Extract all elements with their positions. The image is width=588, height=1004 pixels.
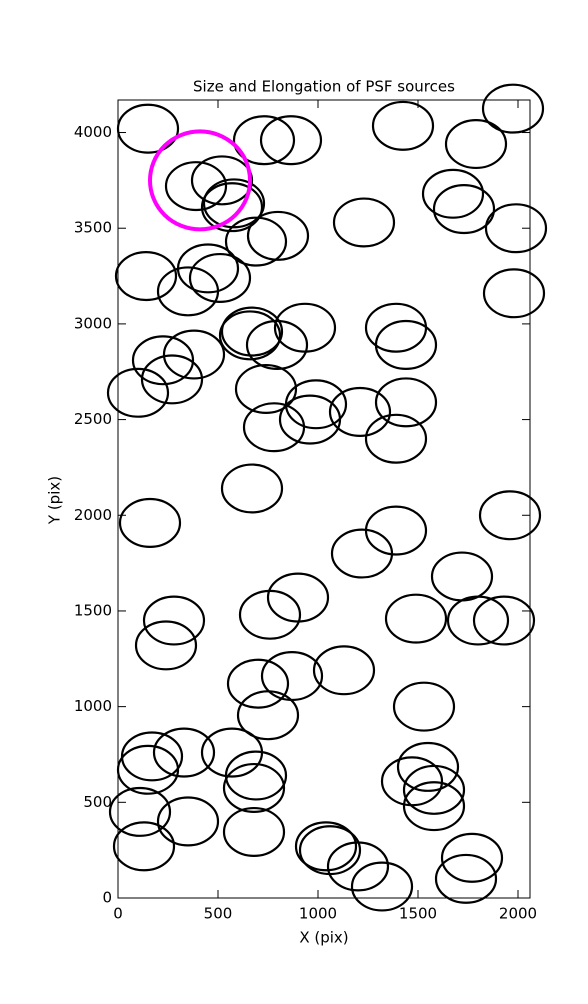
y-tick-label: 3500 — [74, 219, 112, 237]
psf-source — [202, 178, 266, 229]
psf-source — [259, 115, 323, 166]
x-tick-label: 1500 — [399, 905, 437, 923]
psf-source — [278, 394, 342, 445]
psf-source — [326, 841, 390, 892]
psf-source — [226, 658, 290, 709]
psf-source — [364, 413, 428, 464]
psf-source — [220, 463, 284, 514]
psf-source — [106, 367, 170, 418]
x-tick-label: 2000 — [499, 905, 537, 923]
psf-source — [402, 764, 466, 815]
psf-source — [396, 741, 460, 792]
psf-source — [478, 490, 542, 541]
psf-source — [392, 681, 456, 732]
x-tick-label: 500 — [204, 905, 233, 923]
psf-source — [188, 252, 252, 303]
psf-source — [164, 161, 228, 212]
psf-source — [481, 83, 545, 134]
psf-source — [432, 184, 496, 235]
psf-source — [142, 595, 206, 646]
psf-source — [482, 268, 546, 319]
y-tick-label: 1500 — [74, 601, 112, 619]
psf-source — [273, 302, 337, 353]
psf-source — [238, 589, 302, 640]
y-tick-label: 500 — [83, 793, 112, 811]
psf-source — [294, 821, 358, 872]
psf-source — [384, 593, 448, 644]
y-tick-label: 2000 — [74, 506, 112, 524]
psf-source — [242, 402, 306, 453]
x-axis-label: X (pix) — [299, 929, 348, 947]
y-axis-label: Y (pix) — [46, 476, 64, 525]
y-tick-label: 1000 — [74, 697, 112, 715]
psf-source — [224, 750, 288, 801]
psf-source — [140, 354, 204, 405]
psf-source — [260, 650, 324, 702]
psf-source — [350, 861, 414, 912]
psf-source — [131, 335, 195, 386]
plot-frame — [117, 99, 531, 899]
chart-title: Size and Elongation of PSF sources — [193, 78, 455, 96]
psf-source — [108, 786, 172, 837]
psf-source — [232, 115, 296, 166]
x-tick-label: 1000 — [299, 905, 337, 923]
psf-source — [222, 806, 286, 857]
psf-source — [484, 203, 548, 254]
x-tick-label: 0 — [113, 905, 123, 923]
psf-source — [434, 853, 498, 904]
psf-source — [402, 781, 466, 832]
psf-source — [134, 620, 198, 671]
y-tick-label: 4000 — [74, 123, 112, 141]
psf-source — [284, 379, 348, 430]
psf-source — [245, 319, 309, 370]
psf-source — [112, 821, 176, 872]
psf-source — [266, 572, 330, 623]
psf-source — [114, 251, 178, 302]
psf-source — [444, 118, 508, 170]
psf-source — [118, 497, 182, 548]
psf-source — [472, 595, 536, 646]
psf-source — [156, 796, 220, 847]
highlight-circle — [148, 129, 252, 232]
psf-source — [220, 306, 284, 357]
psf-source — [332, 197, 396, 248]
psf-source — [374, 319, 438, 370]
psf-source — [246, 210, 310, 261]
psf-source — [152, 727, 216, 778]
psf-source — [222, 762, 286, 813]
y-tick-label: 3000 — [74, 314, 112, 332]
psf-source — [421, 168, 485, 219]
psf-source — [156, 266, 220, 317]
psf-source — [430, 551, 494, 602]
psf-source — [116, 103, 180, 154]
y-tick-label: 0 — [102, 889, 112, 907]
psf-source — [330, 528, 394, 579]
psf-source — [446, 595, 510, 646]
psf-source — [312, 645, 376, 696]
psf-source — [328, 386, 392, 437]
psf-source — [374, 377, 438, 428]
psf-source — [440, 832, 504, 883]
psf-source — [234, 363, 298, 414]
psf-source — [224, 216, 288, 267]
y-tick-label: 2500 — [74, 410, 112, 428]
psf-source — [162, 329, 226, 380]
psf-source — [236, 690, 300, 741]
psf-source — [218, 310, 282, 361]
psf-source — [200, 182, 264, 233]
psf-source — [298, 825, 362, 876]
psf-source — [371, 100, 435, 151]
psf-source — [364, 505, 428, 556]
